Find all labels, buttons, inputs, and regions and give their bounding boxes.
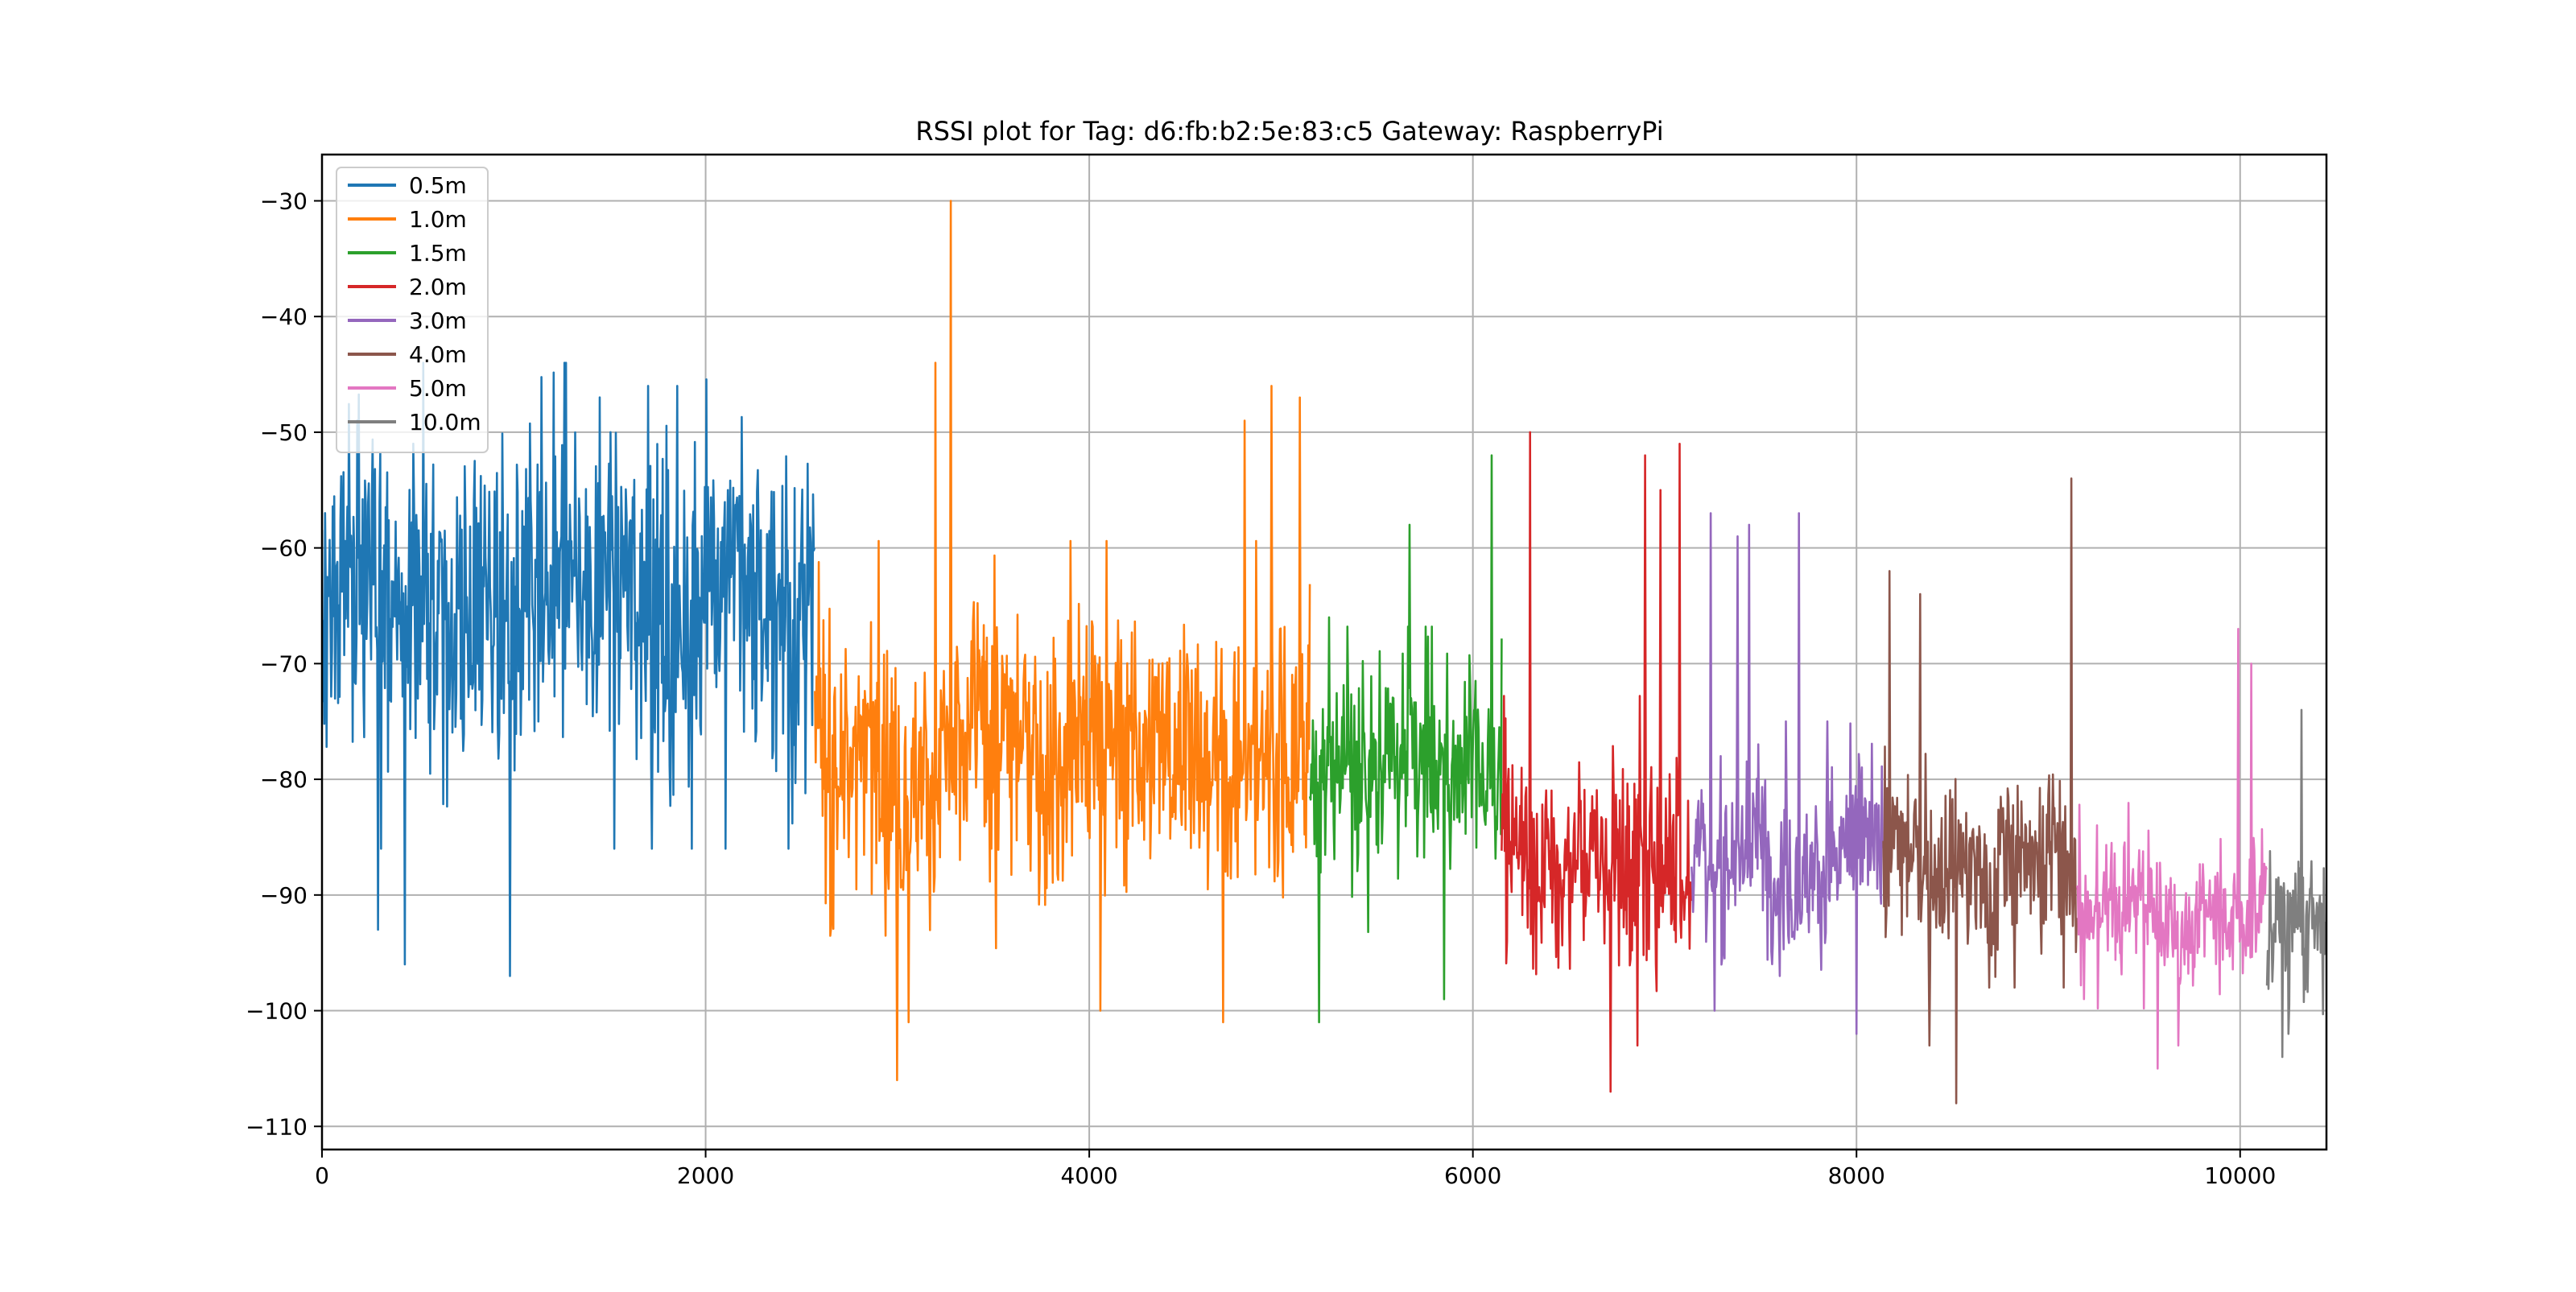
series-line-1-5m — [1308, 454, 1503, 1024]
x-tick-label: 0 — [315, 1162, 329, 1189]
y-tick-label: −100 — [246, 998, 308, 1025]
y-tick-label: −40 — [260, 303, 308, 330]
legend-label: 5.0m — [409, 375, 467, 402]
legend-box — [336, 167, 489, 453]
grid-lines — [321, 155, 2326, 1150]
y-tick-label: −110 — [246, 1113, 308, 1140]
legend-label: 3.0m — [409, 308, 467, 334]
x-tick-label: 4000 — [1060, 1162, 1117, 1189]
axes: 0 2000 4000 6000 8000 10000 −30 −40 −50 −60 −70 −80… — [246, 153, 2328, 1189]
y-tick-label: −30 — [260, 188, 308, 214]
series-lines — [322, 200, 2326, 1104]
legend-label: 1.5m — [409, 240, 467, 266]
series-line-10-0m — [2265, 708, 2326, 1059]
series-line-1-0m — [814, 200, 1311, 1082]
legend-label: 0.5m — [409, 172, 467, 199]
legend-label: 1.0m — [409, 206, 467, 233]
series-line-5-0m — [2075, 627, 2268, 1070]
x-tick-label: 8000 — [1828, 1162, 1885, 1189]
x-tick-label: 6000 — [1444, 1162, 1501, 1189]
plot-frame — [320, 153, 2328, 1151]
y-tick-label: −70 — [260, 650, 308, 677]
x-tick-label: 10000 — [2204, 1162, 2276, 1189]
legend-label: 10.0m — [409, 409, 481, 435]
series-line-3-0m — [1690, 512, 1885, 1035]
y-tick-label: −80 — [260, 766, 308, 793]
y-tick-label: −90 — [260, 882, 308, 909]
legend-label: 2.0m — [409, 274, 467, 300]
chart-title: RSSI plot for Tag: d6:fb:b2:5e:83:c5 Gat… — [915, 116, 1663, 147]
series-line-2-0m — [1501, 431, 1693, 1093]
series-line-4-0m — [1882, 477, 2079, 1104]
legend: 0.5m 1.0m 1.5m 2.0m 3.0m 4.0m 5.0m 10.0m — [336, 167, 489, 453]
legend-label: 4.0m — [409, 341, 467, 368]
x-tick-label: 2000 — [677, 1162, 734, 1189]
series-line-0-5m — [322, 361, 816, 977]
y-tick-label: −60 — [260, 535, 308, 562]
y-tick-label: −50 — [260, 419, 308, 446]
